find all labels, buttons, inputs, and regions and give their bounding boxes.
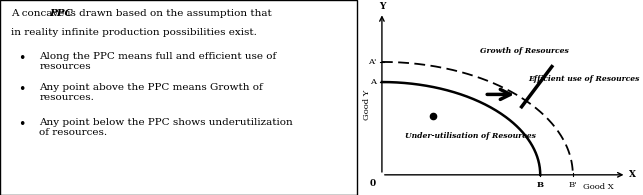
Text: B: B [537, 181, 544, 189]
Text: 0: 0 [370, 179, 376, 188]
Text: A: A [370, 78, 376, 86]
Text: in reality infinite production possibilities exist.: in reality infinite production possibili… [11, 28, 257, 37]
Text: is drawn based on the assumption that: is drawn based on the assumption that [64, 9, 272, 18]
Text: Y: Y [379, 2, 385, 11]
Text: Good Y: Good Y [363, 90, 371, 121]
Text: A': A' [368, 58, 376, 66]
Text: Efficient use of Resources: Efficient use of Resources [529, 75, 640, 83]
Text: Any point above the PPC means Growth of
resources.: Any point above the PPC means Growth of … [39, 83, 263, 102]
Text: Growth of Resources: Growth of Resources [480, 47, 568, 55]
Text: A concave: A concave [11, 9, 68, 18]
Text: Under-utilisation of Resources: Under-utilisation of Resources [405, 132, 536, 140]
Text: PPC: PPC [50, 9, 73, 18]
Text: B': B' [568, 181, 577, 189]
Text: Any point below the PPC shows underutilization
of resources.: Any point below the PPC shows underutili… [39, 118, 293, 137]
Text: X: X [629, 170, 636, 179]
Text: Good X: Good X [583, 183, 614, 191]
Text: •: • [18, 52, 25, 65]
Text: •: • [18, 83, 25, 96]
Text: •: • [18, 118, 25, 131]
Text: Along the PPC means full and efficient use of
resources: Along the PPC means full and efficient u… [39, 52, 276, 71]
